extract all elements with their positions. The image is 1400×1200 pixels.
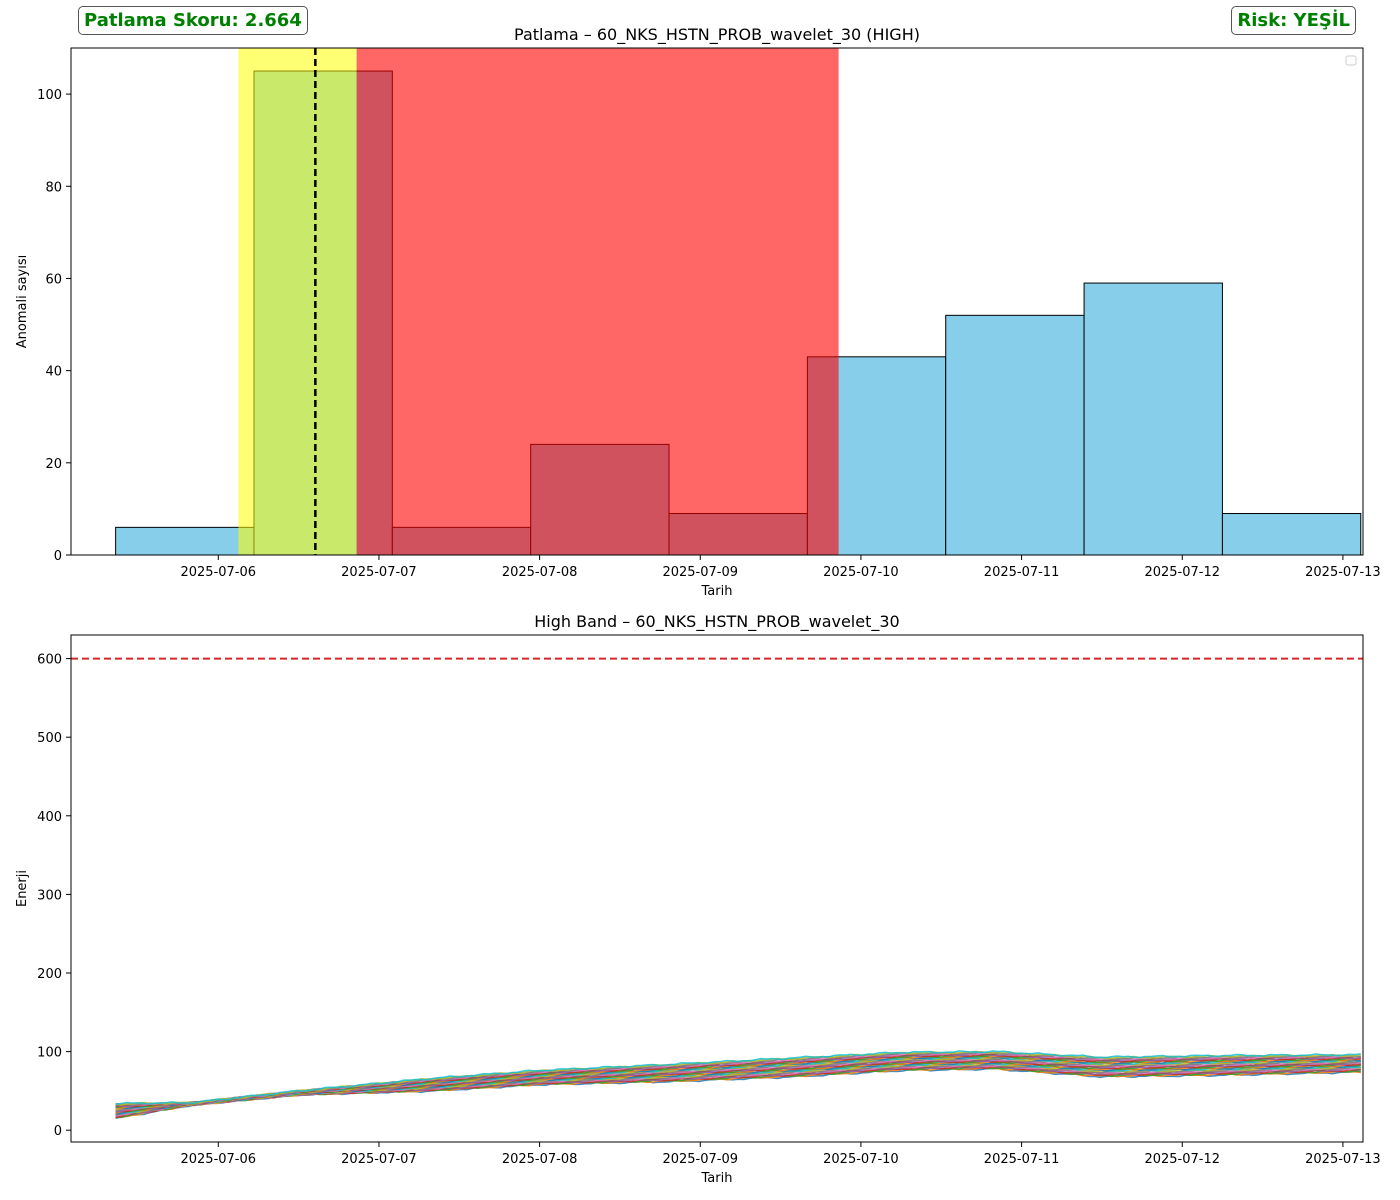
histogram-bar (945, 314, 1085, 555)
plot-area (71, 657, 1363, 1120)
score-badge: Patlama Skoru: 2.664 (78, 6, 308, 35)
y-axis-label: Anomali sayısı (15, 255, 30, 349)
y-tick-label: 100 (37, 88, 62, 103)
chart-title: High Band – 60_NKS_HSTN_PROB_wavelet_30 (534, 612, 899, 632)
x-axis-label: Tarih (701, 584, 733, 599)
y-tick-label: 200 (37, 967, 62, 982)
histogram-bar (115, 526, 255, 555)
y-tick-label: 0 (54, 549, 62, 564)
y-tick-label: 80 (45, 180, 62, 195)
axes-frame (70, 634, 1364, 1143)
y-axis-label: Enerji (15, 870, 30, 907)
x-tick-label: 2025-07-12 (1144, 1152, 1220, 1167)
x-tick-label: 2025-07-12 (1144, 565, 1220, 580)
x-tick-label: 2025-07-10 (823, 565, 899, 580)
y-tick-label: 20 (45, 457, 62, 472)
x-tick-label: 2025-07-11 (984, 1152, 1060, 1167)
histogram-bar (1083, 282, 1223, 555)
chart-title: Patlama – 60_NKS_HSTN_PROB_wavelet_30 (H… (514, 25, 920, 45)
y-tick-label: 60 (45, 272, 62, 287)
x-tick-label: 2025-07-09 (662, 1152, 738, 1167)
panel-2: 2025-07-06 2025-07-07 2025-07-08 2025-07-09… (15, 612, 1381, 1186)
x-tick-label: 2025-07-09 (662, 565, 738, 580)
panel-1: 2025-07-06 2025-07-07 2025-07-08 2025-07-09… (15, 25, 1381, 599)
energy-series-line (115, 1050, 1361, 1106)
x-tick-label: 2025-07-13 (1305, 565, 1381, 580)
risk-badge: Risk: YEŞİL (1231, 6, 1356, 35)
x-tick-label: 2025-07-10 (823, 1152, 899, 1167)
y-tick-label: 400 (37, 810, 62, 825)
y-tick-label: 300 (37, 888, 62, 903)
y-tick-label: 600 (37, 653, 62, 668)
x-tick-label: 2025-07-07 (341, 1152, 417, 1167)
plot-area (115, 48, 1362, 555)
legend-box (1345, 55, 1357, 66)
x-tick-label: 2025-07-06 (180, 565, 256, 580)
histogram-bar (1221, 513, 1362, 555)
x-tick-label: 2025-07-08 (502, 1152, 578, 1167)
x-tick-label: 2025-07-08 (502, 565, 578, 580)
x-tick-label: 2025-07-11 (984, 565, 1060, 580)
x-tick-label: 2025-07-13 (1305, 1152, 1381, 1167)
axes-frame (70, 47, 1364, 556)
yellow-highlight-span (238, 48, 357, 555)
red-highlight-span (356, 48, 839, 555)
y-tick-label: 40 (45, 365, 62, 380)
y-tick-label: 0 (54, 1124, 62, 1139)
x-axis-label: Tarih (701, 1171, 733, 1186)
x-tick-label: 2025-07-07 (341, 565, 417, 580)
y-tick-label: 500 (37, 731, 62, 746)
x-tick-label: 2025-07-06 (180, 1152, 256, 1167)
y-tick-label: 100 (37, 1046, 62, 1061)
